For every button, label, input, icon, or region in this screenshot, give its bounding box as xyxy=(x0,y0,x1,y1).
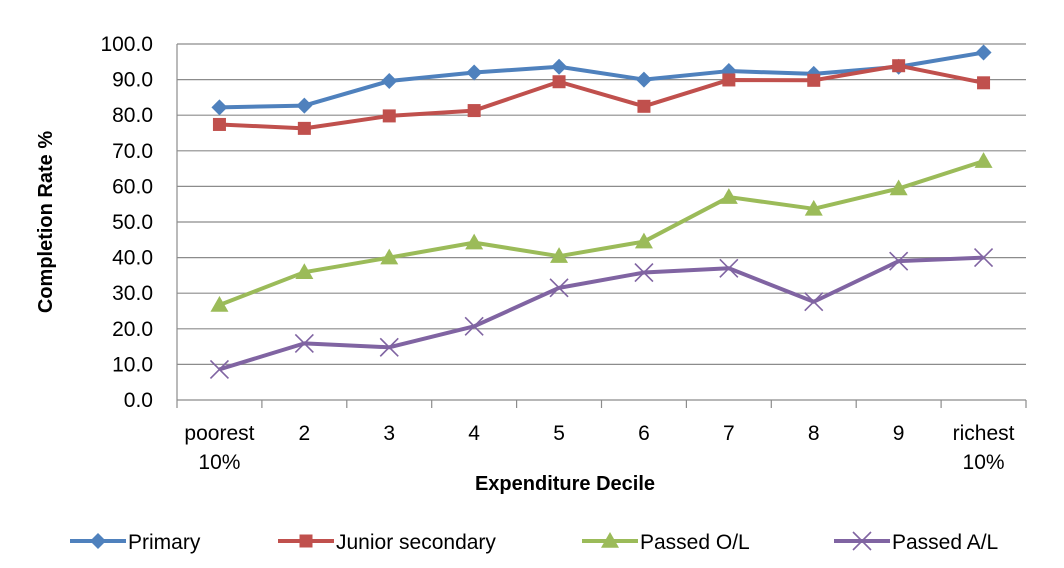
x-tick-label: 10% xyxy=(963,451,1005,474)
x-tick-label: poorest xyxy=(184,422,254,445)
data-point-passed-o-l xyxy=(719,188,738,204)
y-tick-label: 0.0 xyxy=(124,389,153,412)
plot-series xyxy=(209,44,994,379)
data-point-junior-secondary xyxy=(722,73,736,87)
x-tick-label: 5 xyxy=(553,422,565,445)
y-tick-label: 100.0 xyxy=(100,33,153,56)
data-point-passed-o-l xyxy=(550,247,569,263)
legend-item-primary: Primary xyxy=(70,531,201,554)
data-point-passed-o-l xyxy=(295,263,314,279)
y-tick-label: 60.0 xyxy=(112,175,153,198)
data-point-junior-secondary xyxy=(977,76,991,90)
data-point-passed-a-l xyxy=(973,248,994,268)
series-line-junior-secondary xyxy=(219,63,984,131)
data-point-passed-o-l xyxy=(210,295,229,312)
data-point-primary xyxy=(975,44,992,61)
y-tick-label: 70.0 xyxy=(112,140,153,163)
data-point-passed-a-l xyxy=(294,333,314,353)
data-point-passed-a-l xyxy=(719,258,739,278)
data-point-junior-secondary xyxy=(552,75,566,89)
data-point-passed-o-l xyxy=(380,248,399,265)
gridlines xyxy=(176,43,1027,408)
x-tick-label: 4 xyxy=(468,422,480,445)
y-tick-label: 40.0 xyxy=(112,247,153,270)
series-line-primary xyxy=(219,50,984,110)
data-point-junior-secondary xyxy=(637,99,651,113)
data-point-passed-o-l xyxy=(974,152,993,168)
legend-label: Passed A/L xyxy=(892,531,998,554)
legend-marker xyxy=(601,532,619,548)
series-line-passed-a-l xyxy=(218,255,984,372)
series-line-passed-o-l xyxy=(218,159,985,307)
y-axis-ticks: 0.0 10.0 20.0 30.0 40.0 50.0 60.0 70.0 80.0 90.0 1… xyxy=(100,33,153,412)
x-tick-label: 10% xyxy=(198,451,240,474)
data-point-junior-secondary xyxy=(297,121,311,135)
data-point-primary xyxy=(466,64,483,81)
legend-marker xyxy=(299,534,313,548)
y-tick-label: 30.0 xyxy=(112,282,153,305)
data-point-junior-secondary xyxy=(807,73,821,87)
x-tick-label: 9 xyxy=(893,422,905,445)
data-point-passed-a-l xyxy=(464,316,484,336)
y-axis-title: Completion Rate % xyxy=(35,131,57,313)
y-tick-label: 80.0 xyxy=(112,104,153,127)
legend-item-passed-o-l: Passed O/L xyxy=(582,531,750,554)
legend-label: Junior secondary xyxy=(336,531,496,554)
x-tick-label: richest xyxy=(953,422,1015,445)
data-point-passed-o-l xyxy=(889,179,908,196)
data-point-passed-a-l xyxy=(804,292,824,312)
data-point-passed-o-l xyxy=(804,199,823,216)
data-point-junior-secondary xyxy=(892,59,906,73)
data-point-junior-secondary xyxy=(382,109,396,123)
data-point-passed-o-l xyxy=(634,232,653,249)
data-point-primary xyxy=(296,97,313,114)
y-tick-label: 50.0 xyxy=(112,211,153,234)
data-point-passed-a-l xyxy=(209,359,230,379)
x-tick-label: 6 xyxy=(638,422,650,445)
legend-item-passed-a-l: Passed A/L xyxy=(834,531,998,554)
data-point-primary xyxy=(551,58,568,75)
data-point-primary xyxy=(635,71,652,88)
legend: Primary Junior secondary Passed O/L Passed … xyxy=(70,531,998,554)
legend-item-junior-secondary: Junior secondary xyxy=(278,531,496,554)
data-point-junior-secondary xyxy=(467,104,481,118)
x-tick-label: 8 xyxy=(808,422,820,445)
data-point-passed-a-l xyxy=(549,278,569,298)
data-point-passed-a-l xyxy=(889,251,909,271)
x-tick-label: 2 xyxy=(299,422,311,445)
x-tick-label: 7 xyxy=(723,422,735,445)
data-point-passed-a-l xyxy=(634,262,654,283)
x-axis-ticks: poorest 10% 2 3 4 5 6 7 8 9 richest 10% xyxy=(184,422,1014,474)
data-point-passed-a-l xyxy=(379,337,399,357)
legend-marker xyxy=(852,531,872,551)
legend-label: Primary xyxy=(128,531,201,554)
y-tick-label: 90.0 xyxy=(112,69,153,92)
data-point-primary xyxy=(211,99,228,116)
data-point-junior-secondary xyxy=(212,117,226,131)
y-tick-label: 10.0 xyxy=(112,353,153,376)
data-point-passed-o-l xyxy=(465,233,484,250)
x-axis-title: Expenditure Decile xyxy=(475,473,655,495)
data-point-primary xyxy=(381,73,398,90)
x-tick-label: 3 xyxy=(383,422,395,445)
y-tick-label: 20.0 xyxy=(112,318,153,341)
legend-marker xyxy=(90,533,106,549)
legend-label: Passed O/L xyxy=(640,531,750,554)
